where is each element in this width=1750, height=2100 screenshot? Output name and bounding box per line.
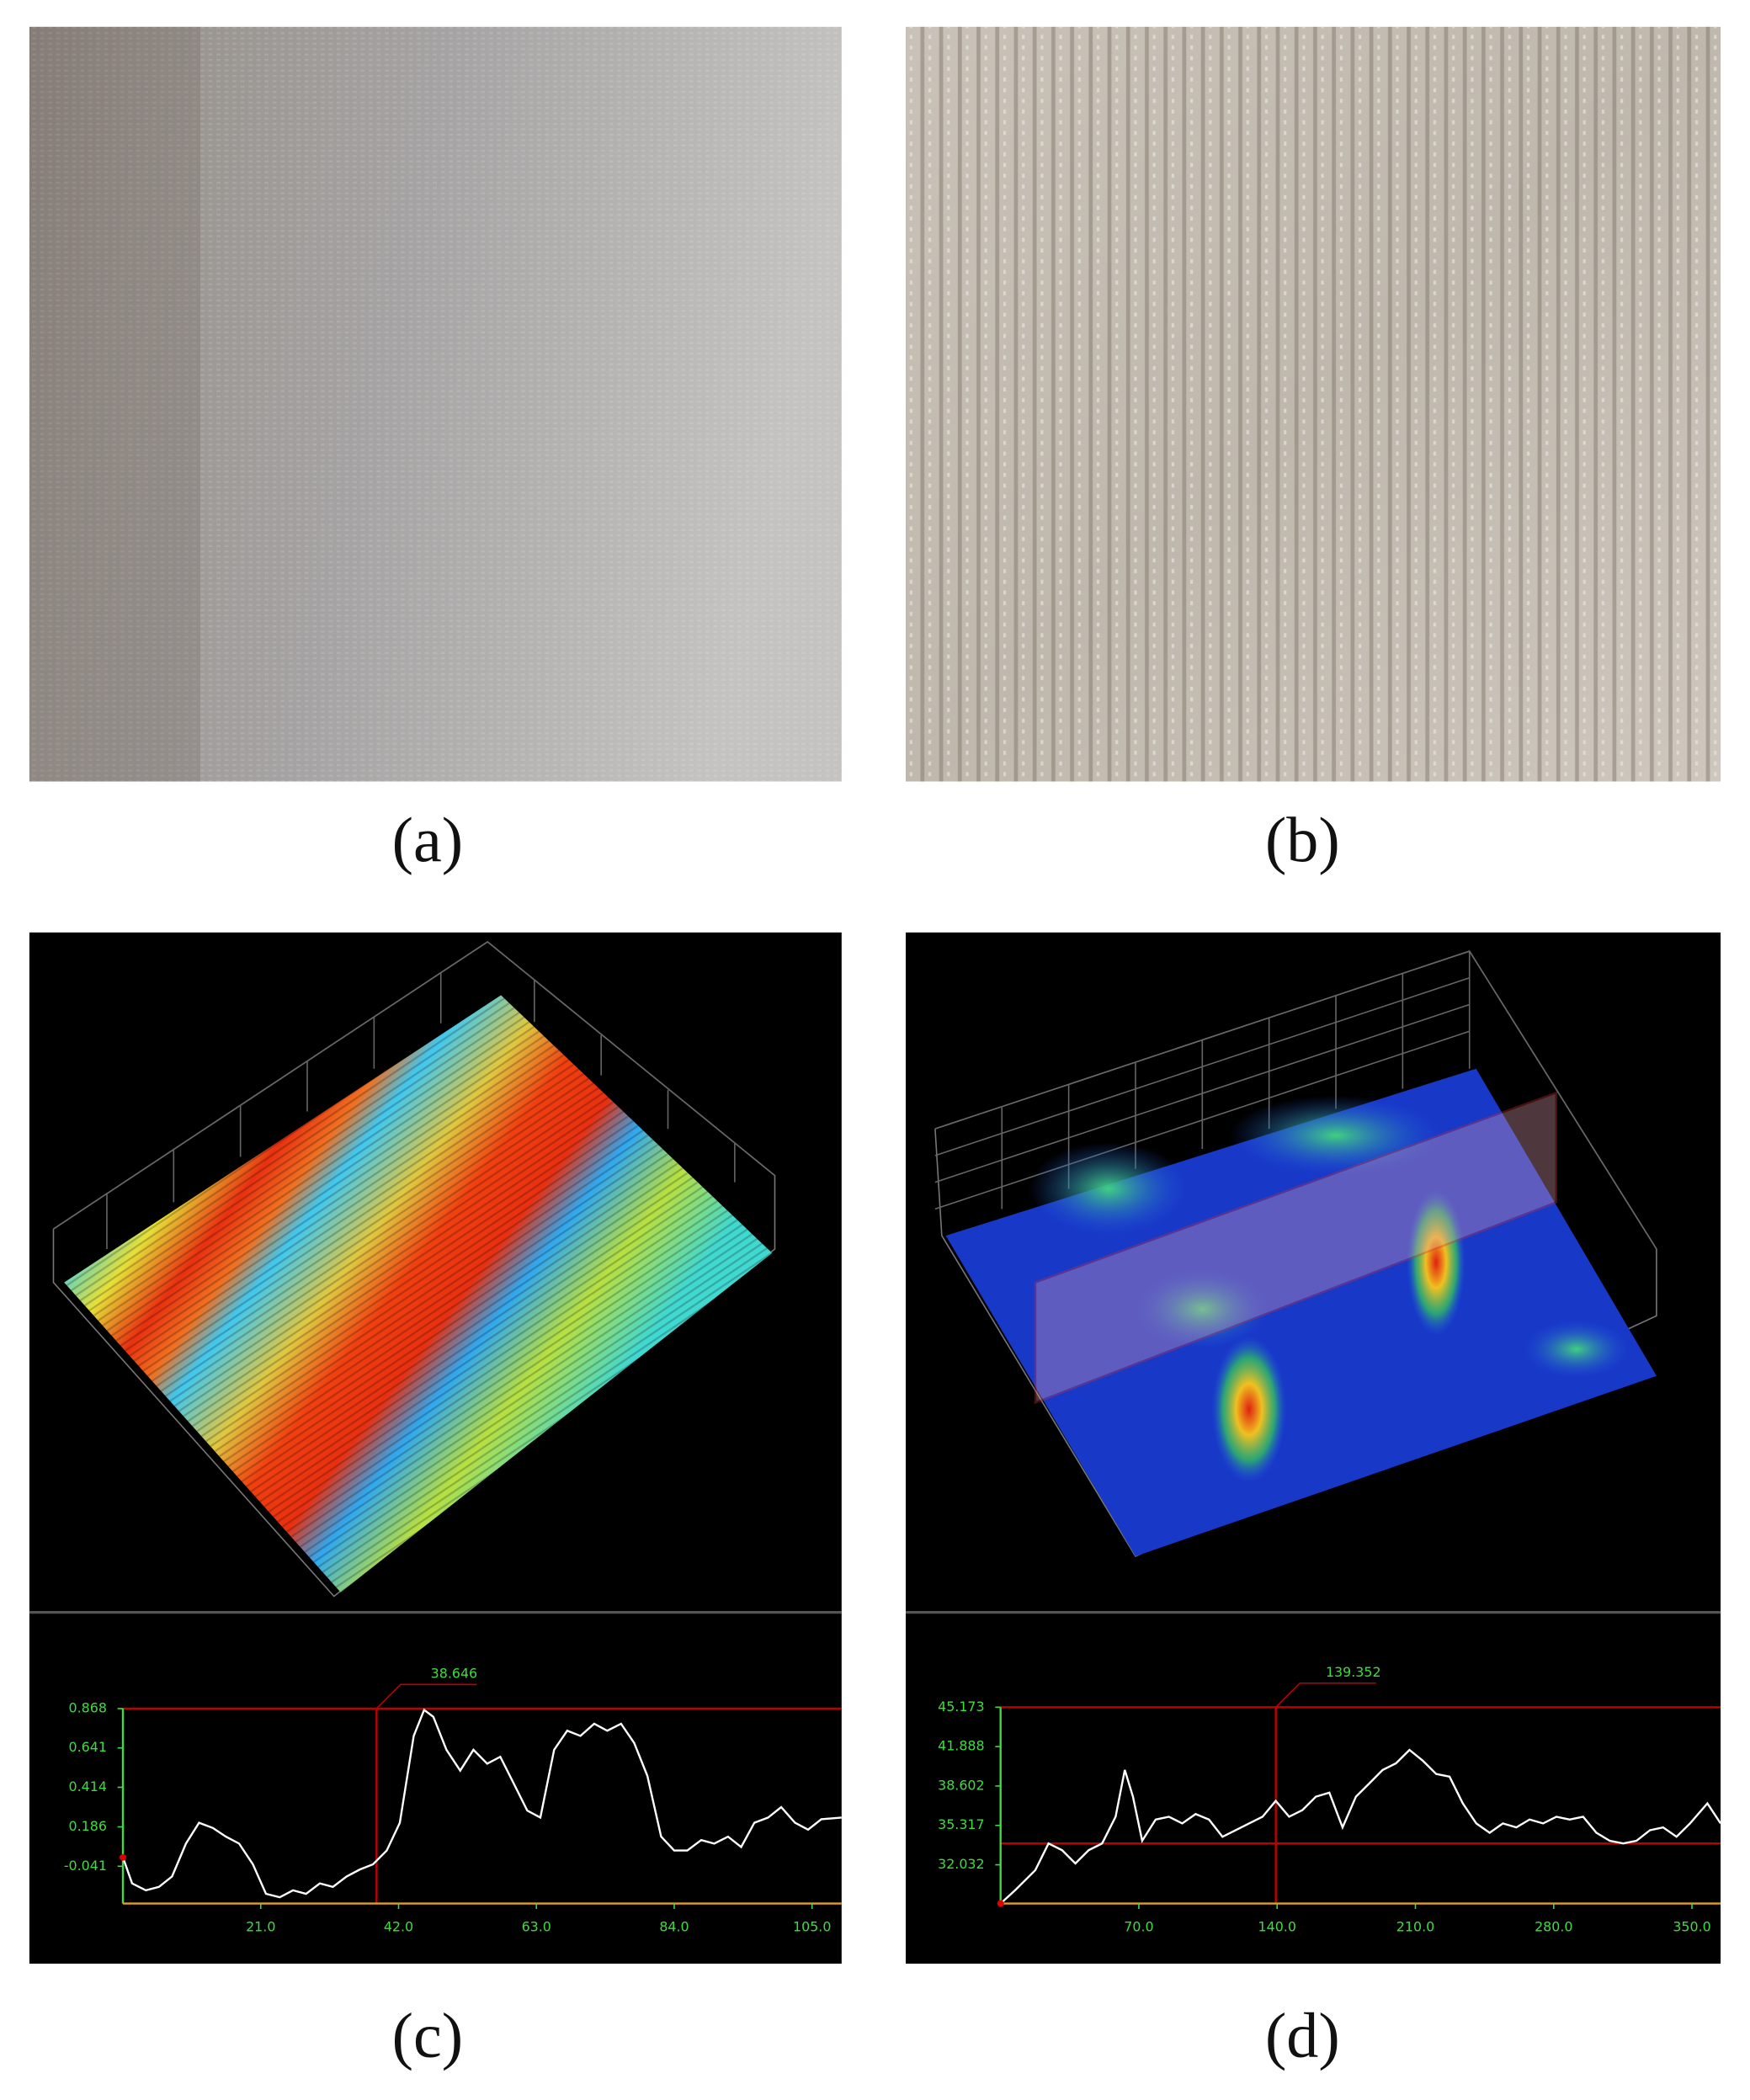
x-tick-label: 210.0 [1396, 1919, 1434, 1935]
hill [1229, 1095, 1443, 1176]
x-tick-label: 280.0 [1535, 1919, 1572, 1935]
panel-label: (a) [392, 805, 464, 876]
grid-lines [934, 950, 1657, 1250]
panel-label: (d) [1265, 2001, 1340, 2071]
marker-leader [375, 1683, 477, 1709]
origin-dot [997, 1900, 1004, 1907]
photo-a-texture [29, 26, 842, 782]
peak [1211, 1336, 1287, 1483]
surface-texture [64, 995, 773, 1592]
y-tick-label: 32.032 [938, 1856, 985, 1872]
peak [1407, 1188, 1465, 1337]
x-tick-label: 84.0 [659, 1919, 689, 1935]
section-plane [1034, 1091, 1558, 1405]
hill [1135, 1268, 1269, 1349]
y-tick-label: 0.186 [69, 1818, 107, 1834]
profile-chart: 139.352 45.173 41.888 38.602 35.317 32.032 70.… [938, 1664, 1721, 1935]
hill [1029, 1142, 1189, 1236]
panel-label: (b) [1265, 805, 1340, 876]
y-tick-label: 45.173 [938, 1699, 985, 1715]
marker-leader [1275, 1682, 1376, 1708]
hill [1523, 1320, 1630, 1379]
x-tick-label: 105.0 [793, 1919, 831, 1935]
profile-line [121, 1708, 842, 1899]
photo-a-edge [29, 26, 201, 782]
surface-3d-d [934, 950, 1657, 1557]
photo-b-texture [906, 26, 1721, 782]
marker-label: 139.352 [1326, 1664, 1381, 1680]
x-tick-label: 140.0 [1258, 1919, 1296, 1935]
y-tick-label: 41.888 [938, 1738, 985, 1754]
marker-label: 38.646 [431, 1665, 477, 1681]
x-tick-label: 350.0 [1673, 1919, 1710, 1935]
y-tick-label: 38.602 [938, 1777, 985, 1793]
y-tick-label: 35.317 [938, 1816, 985, 1832]
y-tick-label: -0.041 [64, 1858, 107, 1874]
profile-chart: 38.646 0.868 0.641 0.414 0.186 -0.041 21.0 42.0… [64, 1665, 842, 1935]
profile-line [999, 1748, 1721, 1905]
x-tick-label: 70.0 [1124, 1919, 1153, 1935]
surface-3d-c [52, 940, 776, 1598]
panel-label: (c) [392, 2001, 464, 2071]
x-tick-label: 42.0 [384, 1919, 413, 1935]
y-tick-label: 0.868 [69, 1699, 107, 1715]
grid-lines [53, 941, 775, 1249]
y-tick-label: 0.414 [69, 1778, 107, 1794]
x-tick-label: 63.0 [522, 1919, 551, 1935]
y-tick-label: 0.641 [69, 1739, 107, 1755]
x-tick-label: 21.0 [246, 1919, 275, 1935]
origin-dot [120, 1853, 126, 1861]
